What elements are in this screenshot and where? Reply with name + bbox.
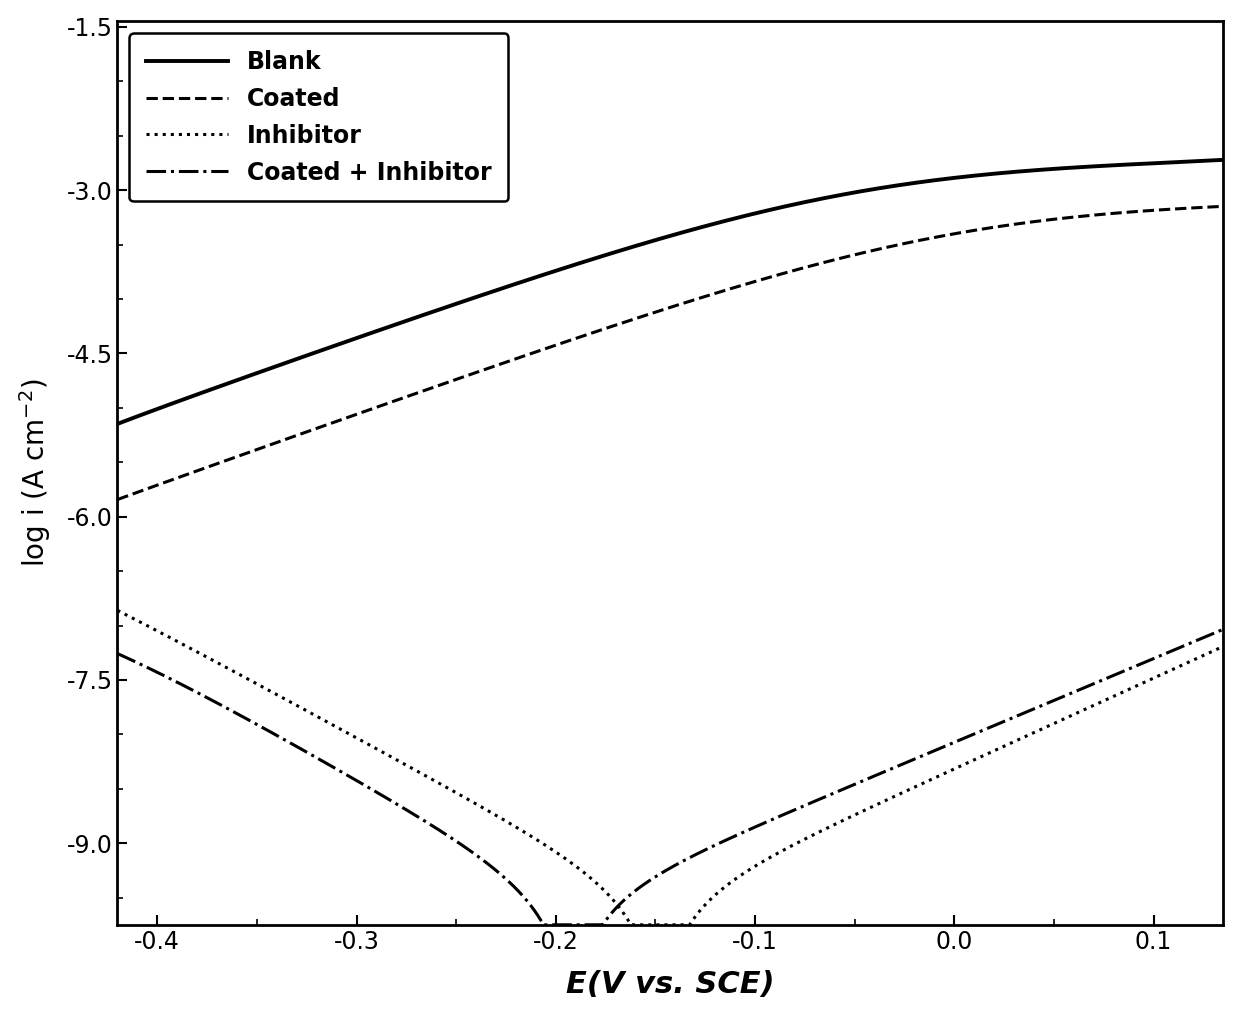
Inhibitor xyxy=(534,836,549,848)
Coated + Inhibitor xyxy=(301,748,316,760)
Inhibitor xyxy=(1216,640,1231,652)
Coated xyxy=(236,448,250,460)
Coated xyxy=(1075,210,1090,223)
Line: Coated + Inhibitor: Coated + Inhibitor xyxy=(118,629,1224,925)
Coated xyxy=(1194,201,1209,213)
Blank xyxy=(110,418,125,430)
Legend: Blank, Coated, Inhibitor, Coated + Inhibitor: Blank, Coated, Inhibitor, Coated + Inhib… xyxy=(129,34,508,201)
Coated + Inhibitor xyxy=(534,915,549,928)
Coated + Inhibitor xyxy=(1075,682,1090,694)
Coated + Inhibitor xyxy=(1194,632,1209,644)
Coated xyxy=(301,425,316,437)
Inhibitor xyxy=(301,706,316,718)
Inhibitor xyxy=(236,671,250,683)
Inhibitor xyxy=(1075,704,1090,716)
Inhibitor xyxy=(624,918,639,931)
Coated + Inhibitor xyxy=(236,711,250,723)
Inhibitor xyxy=(1194,650,1209,662)
Blank xyxy=(1216,153,1231,166)
Coated + Inhibitor xyxy=(110,647,125,659)
Coated + Inhibitor xyxy=(1216,623,1231,635)
Blank xyxy=(236,372,250,384)
Inhibitor xyxy=(110,605,125,617)
Coated xyxy=(1216,200,1231,212)
Coated xyxy=(534,343,549,356)
Line: Blank: Blank xyxy=(118,160,1224,424)
Line: Inhibitor: Inhibitor xyxy=(118,611,1224,925)
Blank xyxy=(301,348,316,361)
Blank xyxy=(1194,154,1209,167)
Blank xyxy=(534,269,549,281)
Inhibitor xyxy=(582,871,596,883)
Coated xyxy=(110,494,125,506)
Blank xyxy=(582,254,596,266)
Coated + Inhibitor xyxy=(583,918,598,931)
Coated + Inhibitor xyxy=(536,918,551,931)
Coated xyxy=(582,328,596,340)
Line: Coated: Coated xyxy=(118,206,1224,500)
Blank xyxy=(1075,161,1090,173)
X-axis label: E(V vs. SCE): E(V vs. SCE) xyxy=(567,970,775,1000)
Y-axis label: log i (A cm$^{-2}$): log i (A cm$^{-2}$) xyxy=(16,379,52,568)
